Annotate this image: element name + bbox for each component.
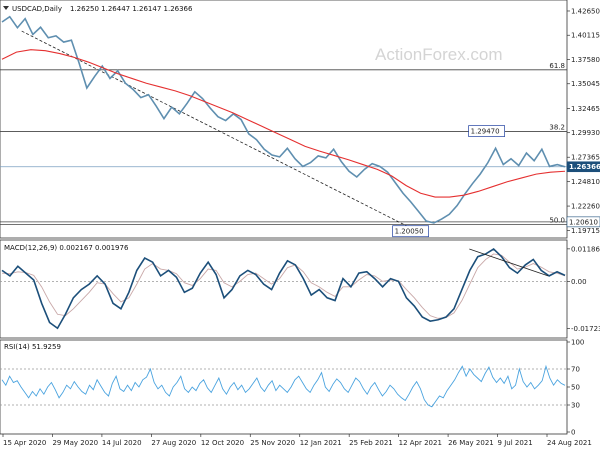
price-ytick-label-6: 1.27365 xyxy=(571,154,600,162)
rsi-ytick-label-1: 70 xyxy=(571,366,580,374)
xtick-label-9: 26 May 2021 xyxy=(448,439,494,447)
rsi-ytick-label-3: 30 xyxy=(571,402,580,410)
fib-label-2: 50.0 xyxy=(549,216,565,224)
macd-label: MACD(12,26,9) 0.002167 0.001976 xyxy=(4,244,129,252)
price-ytick-label-3: 1.35045 xyxy=(571,80,600,88)
xtick-label-4: 12 Oct 2020 xyxy=(201,439,244,447)
watermark: ActionForex.com xyxy=(375,45,503,64)
xtick-label-11: 24 Aug 2021 xyxy=(547,439,592,447)
rsi-ytick-label-0: 100 xyxy=(571,339,584,347)
ohlc-label: 1.26250 1.26447 1.26147 1.26366 xyxy=(70,5,193,13)
xtick-label-0: 15 Apr 2020 xyxy=(3,439,46,447)
rsi-ytick-label-4: 0 xyxy=(571,429,575,437)
xtick-label-1: 29 May 2020 xyxy=(52,439,98,447)
level-label-0: 1.26366 xyxy=(569,163,600,171)
xtick-label-6: 12 Jan 2021 xyxy=(300,439,342,447)
xtick-label-3: 27 Aug 2020 xyxy=(151,439,196,447)
rsi-ytick-label-2: 50 xyxy=(571,384,580,392)
macd-ytick-label-0: 0.011862 xyxy=(571,245,600,253)
xtick-label-5: 25 Nov 2020 xyxy=(250,439,295,447)
price-ytick-label-1: 1.40115 xyxy=(571,32,600,40)
level-label-1: 1.20610 xyxy=(569,218,598,226)
annotation-label-0: 1.29470 xyxy=(471,128,500,136)
fib-label-1: 38.2 xyxy=(549,124,565,132)
macd-ytick-label-2: -0.017238 xyxy=(571,325,600,333)
price-ytick-label-7: 1.24810 xyxy=(571,178,600,186)
xtick-label-10: 9 Jul 2021 xyxy=(498,439,533,447)
xtick-label-7: 25 Feb 2021 xyxy=(349,439,393,447)
xtick-label-2: 14 Jul 2020 xyxy=(102,439,142,447)
symbol-label: USDCAD,Daily xyxy=(12,5,62,13)
price-ytick-label-8: 1.22260 xyxy=(571,203,600,211)
price-ytick-label-2: 1.37580 xyxy=(571,56,600,64)
macd-ytick-label-1: 0.00 xyxy=(571,278,587,286)
price-ytick-label-9: 1.19715 xyxy=(571,227,600,235)
fib-label-0: 61.8 xyxy=(549,62,565,70)
price-ytick-label-0: 1.42650 xyxy=(571,7,600,15)
annotation-label-1: 1.20050 xyxy=(395,228,424,236)
xtick-label-8: 12 Apr 2021 xyxy=(399,439,442,447)
price-ytick-label-4: 1.32465 xyxy=(571,105,600,113)
rsi-label: RSI(14) 51.9259 xyxy=(4,343,61,351)
price-ytick-label-5: 1.29930 xyxy=(571,129,600,137)
